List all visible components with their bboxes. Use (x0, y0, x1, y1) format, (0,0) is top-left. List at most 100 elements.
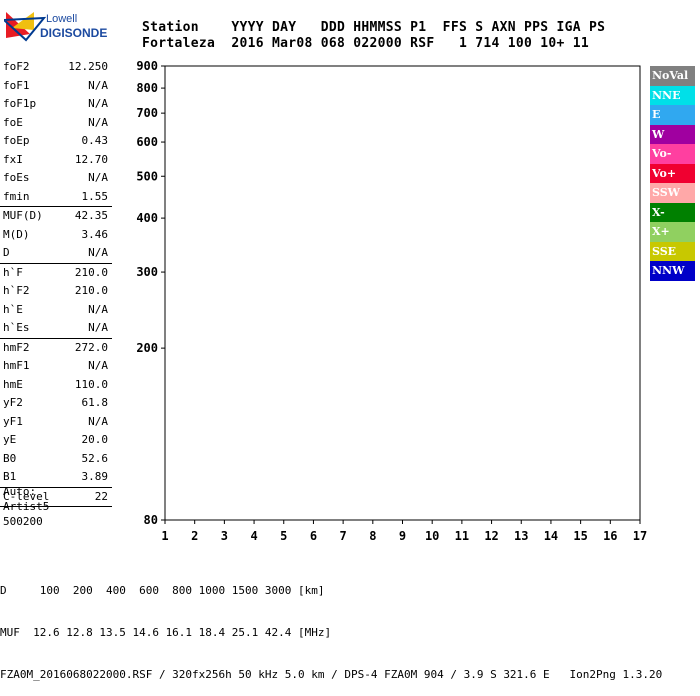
legend-item: X- (650, 202, 695, 222)
param-row: foEs N/A (0, 169, 112, 188)
x-tick-label: 11 (455, 529, 469, 543)
param-row: foEp 0.43 (0, 132, 112, 151)
y-tick-label: 900 (136, 59, 158, 73)
auto-label: Auto: (3, 485, 37, 498)
param-value: N/A (88, 115, 108, 129)
param-value: N/A (88, 97, 108, 110)
param-name: yF1 (3, 414, 23, 428)
x-tick-label: 1 (161, 529, 168, 543)
legend-item: Vo- (650, 144, 695, 164)
file-info-row: FZA0M_2016068022000.RSF / 320fx256h 50 k… (0, 668, 663, 681)
logo-yellow-triangle (12, 12, 34, 30)
param-name: MUF(D) (3, 209, 43, 222)
param-value: 210.0 (74, 265, 108, 279)
legend-item: X+ (650, 222, 695, 242)
distance-row: D 100 200 400 600 800 1000 1500 3000 [km… (0, 584, 325, 597)
station-header-labels: Station YYYY DAY DDD HHMMSS P1 FFS S AXN… (142, 20, 606, 35)
param-row: fmin 1.55 (0, 188, 112, 207)
param-value: 12.250 (68, 60, 108, 73)
param-separator (0, 262, 112, 264)
param-row: M(D) 3.46 (0, 226, 112, 245)
param-row: B1 3.89 (0, 468, 112, 487)
param-value: 42.35 (74, 209, 108, 222)
param-row: B0 52.6 (0, 450, 112, 469)
param-row: yF1 N/A (0, 413, 112, 432)
x-tick-label: 17 (633, 529, 647, 543)
legend-item: SSE (650, 241, 695, 261)
param-value: 272.0 (74, 340, 108, 354)
x-tick-label: 4 (250, 529, 257, 543)
auto-version: 500200 (3, 515, 43, 528)
x-tick-label: 3 (221, 529, 228, 543)
x-tick-label: 6 (310, 529, 317, 543)
param-separator (0, 506, 112, 507)
y-tick-label: 400 (136, 211, 158, 225)
plot-frame (164, 65, 641, 521)
logo-lowell-text: Lowell (46, 13, 77, 25)
logo-digisonde-text: DIGISONDE (40, 26, 107, 40)
logo-blue-triangle (1, 16, 47, 42)
param-value: N/A (88, 414, 108, 428)
param-value: N/A (88, 302, 108, 316)
param-name: foE (3, 115, 23, 129)
param-name: h`E (3, 302, 23, 316)
param-name: h`Es (3, 321, 30, 334)
param-row: hmF1 N/A (0, 357, 112, 376)
param-row: hmE 110.0 (0, 376, 112, 395)
x-tick-label: 8 (369, 529, 376, 543)
param-row: D N/A (0, 244, 112, 263)
digisonde-logo: Lowell DIGISONDE (1, 8, 124, 48)
param-value: 110.0 (74, 377, 108, 391)
param-name: yF2 (3, 396, 23, 409)
param-name: D (3, 246, 10, 259)
x-tick-label: 14 (544, 529, 558, 543)
x-tick-label: 10 (425, 529, 439, 543)
param-row: foE N/A (0, 114, 112, 133)
param-row: yE 20.0 (0, 431, 112, 450)
param-value: 0.43 (81, 134, 109, 147)
param-name: C-level (3, 489, 50, 503)
auto-artist: Artist5 (3, 500, 50, 513)
legend-item: Vo+ (650, 163, 695, 183)
param-value: 52.6 (81, 451, 109, 465)
param-name: B1 (3, 470, 17, 483)
y-tick-label: 300 (136, 265, 158, 279)
x-tick-label: 2 (191, 529, 198, 543)
param-value: 22 (94, 489, 108, 503)
param-name: yE (3, 433, 17, 446)
param-name: foF1p (3, 97, 37, 110)
param-name: B0 (3, 451, 17, 465)
legend-item: E (650, 105, 695, 125)
muf-row: MUF 12.6 12.8 13.5 14.6 16.1 18.4 25.1 4… (0, 626, 332, 639)
scaled-parameters-panel: foF2 12.250 foF1 N/A foF1p N/A foE N/A foEp 0.43 f… (0, 58, 112, 507)
param-separator (0, 337, 112, 339)
param-value: 3.89 (81, 470, 109, 483)
x-tick-label: 16 (603, 529, 617, 543)
param-value: 1.55 (81, 189, 109, 203)
param-value: 20.0 (81, 433, 109, 446)
legend-item: SSW (650, 183, 695, 203)
ionogram-plot: 1 2 3 4 5 6 7 8 9 10 11 12 13 14 15 16 17802003004005006… (136, 59, 647, 543)
y-tick-label: 500 (136, 169, 158, 183)
legend-item: NoVal (650, 66, 695, 86)
legend-item: NNE (650, 85, 695, 105)
x-tick-label: 13 (514, 529, 528, 543)
polarization-legend: NoVal NNE E W Vo- Vo+ SSW X- X+ SSE NNW (650, 66, 695, 281)
param-separator (0, 206, 112, 207)
param-name: foEp (3, 134, 30, 147)
legend-item: NNW (650, 261, 695, 281)
param-value: 3.46 (81, 227, 109, 241)
param-row: C-level 22 (0, 488, 112, 507)
logo-graphic: Lowell DIGISONDE (1, 12, 107, 42)
param-name: foF2 (3, 60, 30, 73)
param-row: fxI 12.70 (0, 151, 112, 170)
y-tick-label: 80 (144, 513, 158, 527)
y-tick-label: 600 (136, 135, 158, 149)
param-row: foF1p N/A (0, 95, 112, 114)
param-value: N/A (88, 78, 108, 92)
param-value: 210.0 (74, 284, 108, 297)
param-row: h`F2 210.0 (0, 282, 112, 301)
param-row: foF1 N/A (0, 77, 112, 96)
param-name: M(D) (3, 227, 30, 241)
param-value: N/A (88, 359, 108, 372)
